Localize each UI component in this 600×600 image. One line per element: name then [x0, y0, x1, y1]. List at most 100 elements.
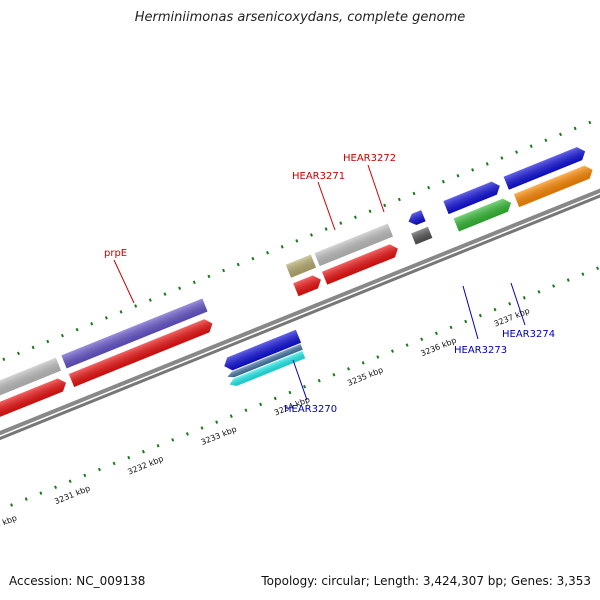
tick-mark	[588, 120, 592, 125]
tick-mark	[60, 333, 64, 338]
gene-label-hear3274: HEAR3274	[502, 329, 555, 340]
genome-backbone-outer	[0, 151, 600, 444]
tick-mark	[222, 268, 226, 273]
cds-hear3271-olive-shading	[285, 254, 317, 278]
hear3271-leader	[317, 181, 336, 231]
tick-mark	[566, 278, 570, 282]
tick-mark	[54, 485, 58, 489]
tick-mark	[508, 301, 512, 306]
tick-mark	[104, 316, 108, 320]
tick-mark	[156, 444, 160, 448]
gene-label-hear3272: HEAR3272	[343, 153, 396, 164]
tick-mark	[324, 227, 328, 231]
tick-mark	[200, 426, 204, 430]
tick-mark	[68, 479, 72, 484]
gene-label-hear3271: HEAR3271	[292, 171, 345, 182]
tick-mark	[112, 461, 116, 466]
cds-red-left-shading	[0, 378, 66, 432]
hear3273-leader	[462, 285, 479, 340]
tick-mark	[485, 162, 489, 166]
tick-mark	[332, 372, 336, 377]
cds-hear3270-cyan-shading	[229, 350, 306, 387]
tick-label: 3236 kbp	[419, 336, 457, 358]
tick-mark	[251, 256, 255, 261]
tick-label: 3237 kbp	[493, 306, 531, 328]
cds-hear3270-blue-shading	[224, 329, 302, 371]
cds-hear3271-red-shading	[293, 275, 321, 297]
gene-label-hear3273: HEAR3273	[454, 345, 507, 356]
tick-mark	[581, 272, 585, 276]
cds-hear3274-green-shading	[453, 198, 511, 232]
tick-mark	[347, 367, 351, 371]
cds-hear3272-red-shading	[321, 244, 398, 285]
cds-hear3273-blue-shading	[408, 210, 426, 225]
tick-label: 3230 kbp	[0, 513, 18, 535]
tick-mark	[97, 467, 101, 472]
tick-mark	[390, 349, 394, 353]
cds-hear3270-steel-shading	[227, 344, 303, 378]
tick-label: 3233 kbp	[200, 425, 238, 447]
tick-mark	[376, 355, 380, 359]
tick-mark	[449, 325, 453, 330]
hear3270-leader	[292, 359, 308, 401]
hear3272-leader	[367, 164, 385, 213]
tick-mark	[353, 215, 357, 219]
tick-mark	[83, 473, 87, 478]
tick-mark	[134, 304, 138, 308]
tick-mark	[141, 449, 145, 454]
tick-mark	[31, 345, 35, 350]
tick-mark	[471, 168, 475, 172]
tick-label: 3231 kbp	[53, 484, 91, 506]
tick-mark	[420, 337, 424, 342]
tick-mark	[559, 132, 563, 137]
lower-tick-row	[10, 266, 600, 507]
tick-mark	[405, 343, 409, 347]
tick-mark	[493, 307, 497, 312]
tick-mark	[46, 339, 50, 344]
tick-mark	[244, 408, 248, 413]
tick-mark	[515, 150, 519, 154]
tick-mark	[552, 284, 556, 288]
tick-mark	[192, 280, 196, 285]
cds-orange-shading	[513, 165, 593, 208]
tick-mark	[259, 402, 263, 407]
tick-mark	[596, 266, 600, 270]
cds-hear3273-dark-shading	[411, 226, 433, 245]
tick-mark	[127, 455, 131, 460]
tick-mark	[288, 390, 292, 395]
tick-mark	[537, 290, 541, 294]
tick-mark	[529, 144, 533, 148]
tick-mark	[383, 203, 387, 208]
tick-mark	[207, 274, 211, 279]
genome-backbone-inner	[0, 156, 600, 448]
prpe-leader	[113, 259, 135, 304]
tick-mark	[2, 357, 6, 362]
genome-title: Herminiimonas arsenicoxydans, complete g…	[134, 10, 466, 25]
tick-mark	[178, 286, 182, 291]
tick-mark	[39, 491, 43, 495]
tick-mark	[171, 438, 175, 442]
tick-mark	[317, 378, 321, 383]
tick-mark	[295, 239, 299, 243]
tick-mark	[229, 414, 233, 418]
accession-text: Accession: NC_009138	[9, 574, 146, 588]
tick-mark	[119, 310, 123, 314]
tick-mark	[361, 361, 365, 365]
tick-mark	[273, 396, 277, 401]
tick-label: 3235 kbp	[346, 365, 384, 387]
gene-label-prpe: prpE	[104, 248, 127, 259]
tick-mark	[75, 327, 79, 332]
cds-gray-left-shading	[0, 357, 62, 413]
tick-mark	[339, 221, 343, 225]
tick-mark	[236, 262, 240, 267]
tick-mark	[90, 321, 94, 326]
tick-mark	[280, 245, 284, 249]
tick-mark	[215, 420, 219, 424]
tick-mark	[478, 313, 482, 318]
tick-mark	[368, 209, 372, 214]
cds-blue-right-shading	[443, 181, 500, 215]
tick-mark	[303, 384, 307, 389]
tick-mark	[434, 331, 438, 336]
tick-mark	[427, 185, 431, 190]
